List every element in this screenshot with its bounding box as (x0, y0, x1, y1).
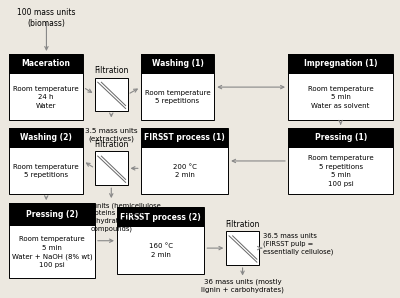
Text: Filtration: Filtration (94, 140, 128, 149)
Bar (226, 231, 259, 265)
Text: Room temperature
5 repetitions: Room temperature 5 repetitions (14, 164, 79, 178)
Text: 36 mass units (mostly
lignin + carbohydrates): 36 mass units (mostly lignin + carbohydr… (201, 279, 284, 294)
Text: 100 mass units
(biomass): 100 mass units (biomass) (17, 8, 76, 28)
Bar (117, 207, 204, 274)
Text: Impregnation (1): Impregnation (1) (304, 59, 377, 68)
Bar (141, 54, 214, 74)
Text: Room temperature
5 min
Water as solvent: Room temperature 5 min Water as solvent (308, 86, 374, 108)
Bar (95, 77, 128, 111)
Text: Washing (2): Washing (2) (20, 133, 72, 142)
Bar (95, 151, 128, 185)
Bar (10, 128, 83, 148)
Bar (288, 54, 393, 74)
Bar (10, 128, 83, 194)
Text: Maceration: Maceration (22, 59, 71, 68)
Bar (10, 54, 83, 120)
Bar (117, 207, 204, 227)
Text: Room temperature
5 repetitions
5 min
100 psi: Room temperature 5 repetitions 5 min 100… (308, 155, 374, 187)
Text: 24 mass units (hemicellulose
+ proteins + other
carbohydrate-based
compounds): 24 mass units (hemicellulose + proteins … (62, 202, 161, 232)
Text: 200 °C
2 min: 200 °C 2 min (172, 164, 196, 178)
Text: FIRSST process (1): FIRSST process (1) (144, 133, 225, 142)
Text: 3.5 mass units
(extractives): 3.5 mass units (extractives) (85, 128, 138, 142)
Text: Pressing (2): Pressing (2) (26, 210, 78, 219)
Text: 36.5 mass units
(FIRSST pulp =
essentially cellulose): 36.5 mass units (FIRSST pulp = essential… (263, 233, 334, 254)
Bar (288, 54, 393, 120)
Bar (141, 54, 214, 120)
Text: Pressing (1): Pressing (1) (314, 133, 367, 142)
Bar (141, 128, 228, 194)
Text: Room temperature
24 h
Water: Room temperature 24 h Water (14, 86, 79, 108)
Text: Filtration: Filtration (94, 66, 128, 75)
Bar (10, 203, 95, 226)
Text: 160 °C
2 min: 160 °C 2 min (149, 243, 173, 258)
Text: Washing (1): Washing (1) (152, 59, 204, 68)
Text: Room temperature
5 repetitions: Room temperature 5 repetitions (145, 90, 210, 104)
Text: Room temperature
5 min
Water + NaOH (8% wt)
100 psi: Room temperature 5 min Water + NaOH (8% … (12, 236, 92, 268)
Text: FIRSST process (2): FIRSST process (2) (120, 213, 201, 222)
Text: Filtration: Filtration (225, 220, 260, 229)
Bar (288, 128, 393, 194)
Bar (288, 128, 393, 148)
Bar (10, 54, 83, 74)
Bar (141, 128, 228, 148)
Bar (10, 203, 95, 278)
